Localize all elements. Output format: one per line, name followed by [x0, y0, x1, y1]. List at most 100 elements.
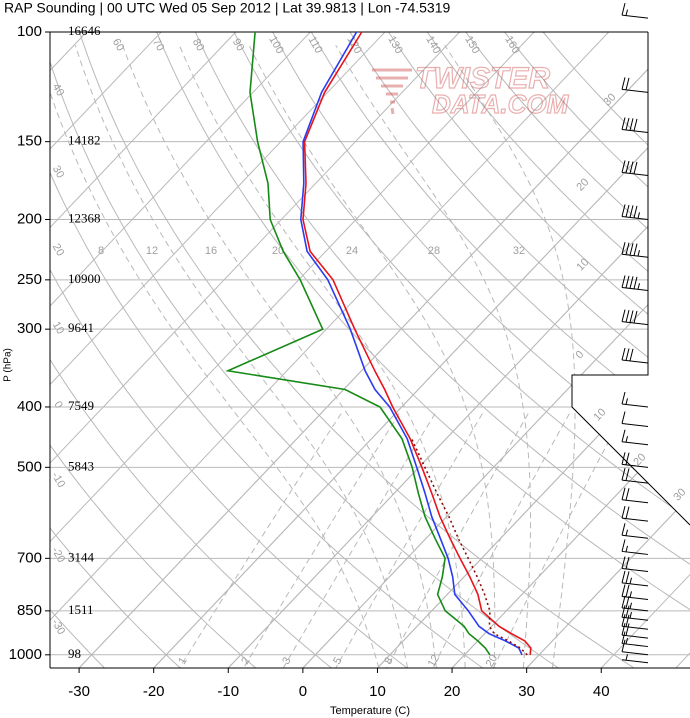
y-tick-label: 100	[17, 23, 42, 40]
mixing-ratio-line	[492, 413, 625, 668]
dry-adiabat-label: 60	[110, 37, 127, 54]
dry-adiabat	[50, 32, 257, 668]
wind-barb	[621, 654, 649, 664]
isotherm	[50, 32, 386, 668]
mixing-ratio-line	[178, 413, 342, 668]
x-tick-label: 10	[369, 683, 386, 700]
wind-barb	[621, 275, 649, 291]
dry-adiabat-label: 40	[50, 82, 67, 99]
dry-adiabat	[349, 32, 690, 668]
moist-adiabat-label: 24	[346, 245, 358, 257]
y-tick-label: 500	[17, 458, 42, 475]
y-tick-label: 150	[17, 133, 42, 150]
wind-barb	[621, 523, 649, 539]
x-tick-label: 40	[593, 683, 610, 700]
moist-adiabat	[178, 44, 466, 668]
isotherm	[50, 32, 610, 668]
sounding-line	[299, 31, 523, 656]
moist-adiabat	[248, 44, 496, 668]
y-tick-label: 1000	[9, 646, 42, 663]
x-tick-label: 20	[444, 683, 461, 700]
watermark-text: TWISTER	[415, 62, 550, 95]
height-label: 9641	[68, 320, 94, 335]
height-label: 98	[68, 646, 81, 661]
height-label: 16646	[68, 23, 101, 38]
height-label: 12368	[68, 210, 101, 225]
sounding-line	[410, 438, 528, 656]
moist-adiabat	[444, 44, 576, 668]
y-tick-label: 250	[17, 271, 42, 288]
frame	[49, 31, 690, 669]
moist-adiabat	[50, 45, 380, 668]
mixing-ratio-label: 20	[484, 653, 501, 670]
dry-adiabat	[426, 32, 690, 668]
isotherm	[50, 32, 162, 668]
wind-barb	[621, 452, 649, 468]
wind-barb	[621, 3, 649, 19]
moist-adiabat-label: 28	[428, 245, 440, 257]
watermark: TWISTER DATA.COM	[372, 61, 570, 119]
sounding-line	[225, 31, 491, 656]
wind-barb	[621, 77, 649, 93]
chart-title: RAP Sounding | 00 UTC Wed 05 Sep 2012 | …	[4, 0, 450, 16]
dry-adiabat	[465, 32, 690, 668]
moist-adiabat-label: 8	[98, 245, 104, 257]
sounding-line	[302, 31, 532, 655]
moist-adiabat-label: 16	[205, 245, 217, 257]
wind-barb	[621, 639, 649, 656]
x-tick-label: 0	[299, 683, 307, 700]
y-tick-label: 400	[17, 398, 42, 415]
y-tick-label: 200	[17, 210, 42, 227]
dry-adiabat-label: 70	[150, 37, 167, 54]
wind-barb	[621, 347, 649, 364]
dry-adiabat	[50, 32, 483, 668]
watermark-text: DATA.COM	[432, 89, 570, 119]
dry-adiabat	[50, 32, 332, 668]
mixing-ratio-label: 8	[382, 655, 395, 666]
wind-barb	[621, 505, 649, 522]
x-axis-label: Temperature (C)	[330, 705, 410, 717]
wind-barb	[621, 605, 649, 621]
isotherm	[50, 32, 311, 668]
x-tick-label: -30	[68, 683, 90, 700]
watermark-icon	[372, 68, 412, 115]
y-tick-label: 850	[17, 602, 42, 619]
dry-adiabat-label: 10	[50, 320, 67, 337]
dry-adiabat-label: 30	[50, 164, 67, 181]
wind-barb	[621, 467, 649, 484]
isotherm	[78, 32, 684, 668]
wind-barb	[621, 539, 649, 555]
dry-adiabat	[388, 32, 690, 668]
wind-barb	[621, 204, 649, 220]
dry-adiabat	[194, 32, 690, 668]
dry-adiabat-label: 20	[50, 242, 67, 259]
wind-barb	[621, 411, 649, 428]
dry-adiabat	[50, 32, 559, 668]
wind-barb	[621, 614, 649, 630]
wind-barb	[621, 556, 649, 573]
height-label: 14182	[68, 133, 101, 148]
wind-barb	[621, 309, 649, 326]
mixing-ratio-label: 2	[239, 655, 252, 666]
mixing-ratio-line	[243, 413, 400, 668]
wind-barb	[621, 160, 649, 177]
isotherm	[50, 32, 460, 668]
y-tick-label: 700	[17, 549, 42, 566]
dry-adiabat	[233, 32, 690, 668]
mixing-ratio-label: 1	[176, 655, 189, 666]
dry-adiabat	[272, 32, 690, 668]
dry-adiabat	[50, 32, 181, 668]
mixing-ratio-line	[386, 413, 529, 668]
isotherm	[50, 32, 535, 668]
isotherm	[50, 32, 237, 668]
dry-adiabat	[50, 32, 408, 668]
height-label: 5843	[68, 458, 94, 473]
wind-barb	[621, 117, 649, 133]
wind-barb	[621, 391, 649, 408]
y-tick-label: 300	[17, 320, 42, 337]
mixing-ratio-line	[335, 413, 483, 668]
mixing-ratio-label: 3	[280, 655, 293, 666]
wind-barb	[621, 570, 649, 587]
wind-barb	[621, 622, 649, 639]
